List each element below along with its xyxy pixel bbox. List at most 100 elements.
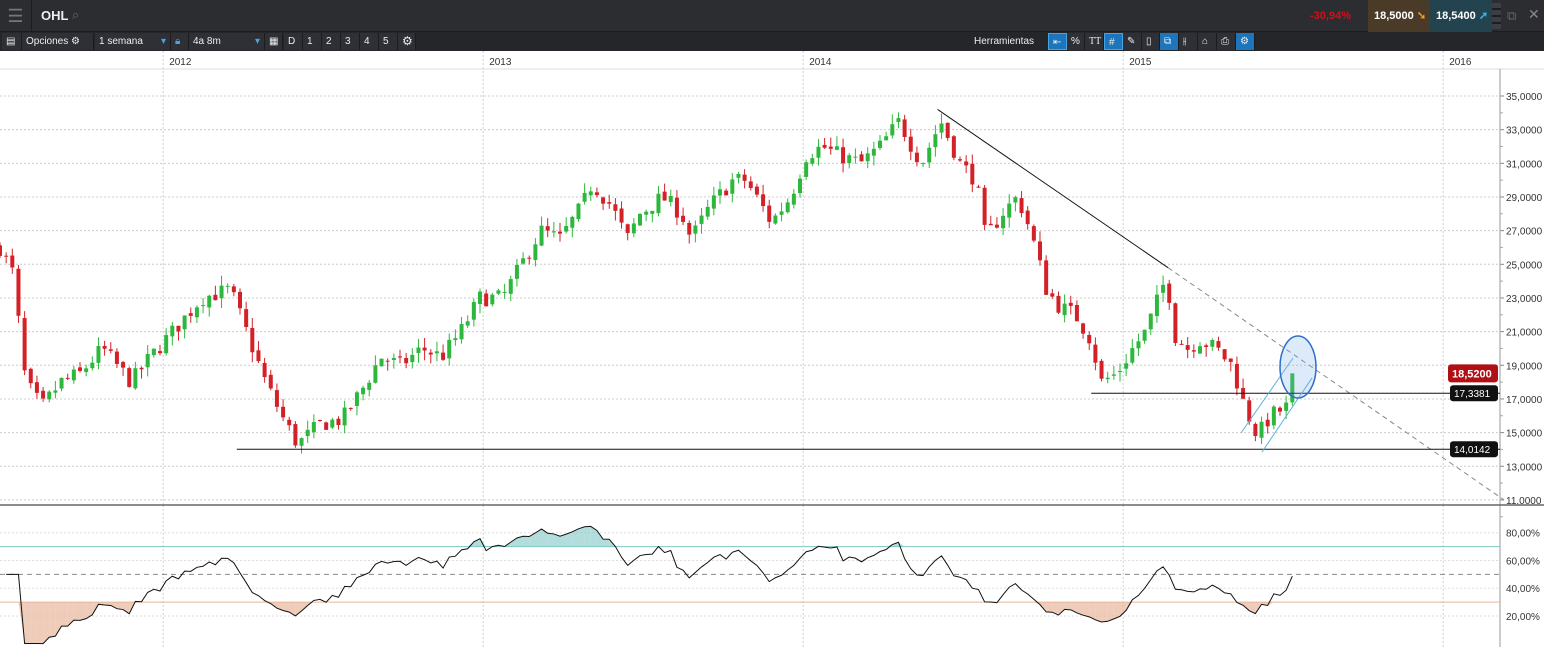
candle-body xyxy=(188,313,193,316)
rsi-overbought-fill xyxy=(473,538,480,547)
rsi-line xyxy=(6,525,1293,645)
candle-body xyxy=(336,418,341,426)
list-icon[interactable]: ▤ xyxy=(2,33,22,50)
price-chart[interactable]: 2012 2013 2014 2015 2016 35,0000 33,0000 31,000… xyxy=(0,51,1544,647)
candle-body xyxy=(459,324,464,340)
lock-icon[interactable]: 🔒︎ xyxy=(171,33,189,50)
candle-body xyxy=(484,293,489,307)
rsi-overbought-fill xyxy=(516,536,524,547)
preset-d[interactable]: D xyxy=(284,33,303,50)
candle-body xyxy=(404,357,409,364)
candle-body xyxy=(59,377,64,389)
candle-body xyxy=(1044,260,1049,295)
rsi-overbought-fill xyxy=(529,532,536,547)
candle-body xyxy=(822,144,827,148)
rsi-oversold-fill xyxy=(1249,602,1256,614)
rsi-oversold-fill xyxy=(1107,602,1114,622)
close-icon[interactable]: ✕ xyxy=(1528,6,1540,22)
interval-select[interactable]: 1 semana ▾ xyxy=(95,33,171,50)
candle-body xyxy=(453,338,458,341)
candle-body xyxy=(601,197,606,204)
price-label: 25,0000 xyxy=(1506,260,1543,271)
grid-icon[interactable]: # xyxy=(1104,33,1123,50)
text-tool-button[interactable]: TT xyxy=(1085,33,1104,50)
indicators-icon[interactable]: ⫲ xyxy=(1179,33,1198,50)
tool-settings-icon[interactable]: ⚙ xyxy=(1236,33,1255,50)
candle-body xyxy=(1050,293,1055,297)
candle-body xyxy=(791,193,796,205)
overlay-icon[interactable]: ⧉ xyxy=(1160,33,1179,50)
candle-body xyxy=(502,291,507,293)
preset-5[interactable]: 5 xyxy=(379,33,398,50)
candle-body xyxy=(533,244,538,260)
buy-price-button[interactable]: 18,5400 ➚ xyxy=(1430,0,1492,32)
candle-body xyxy=(164,335,169,354)
candle-body xyxy=(434,351,439,354)
candle-body xyxy=(773,215,778,224)
price-label: 35,0000 xyxy=(1506,92,1543,103)
candle-body xyxy=(970,163,975,185)
candle-body xyxy=(1093,344,1098,363)
trendline-extension xyxy=(1167,267,1505,501)
candle-body xyxy=(1118,371,1122,373)
draw-icon[interactable]: ✎ xyxy=(1123,33,1142,50)
candle-body xyxy=(428,352,433,355)
back-icon[interactable]: ⇤ xyxy=(1048,33,1067,50)
print-icon[interactable]: ⎙ xyxy=(1217,33,1236,50)
sell-price-button[interactable]: 18,5000 ➘ xyxy=(1368,0,1430,32)
candle-body xyxy=(527,257,532,259)
rsi-oversold-fill xyxy=(73,602,80,621)
price-label: 29,0000 xyxy=(1506,193,1543,204)
candle-body xyxy=(742,174,747,181)
candle-body xyxy=(964,161,969,166)
rsi-label: 80,00% xyxy=(1506,529,1540,540)
range-select[interactable]: 4a 8m ▾ xyxy=(189,33,265,50)
candle-icon[interactable]: ▯ xyxy=(1142,33,1160,50)
rsi-overbought-fill xyxy=(590,526,597,547)
candle-body xyxy=(238,291,242,309)
rsi-oversold-fill xyxy=(295,602,302,616)
percent-button[interactable]: % xyxy=(1067,33,1085,50)
menu-icon[interactable]: ☰ xyxy=(0,0,32,32)
rsi-oversold-fill xyxy=(55,602,62,637)
rsi-overbought-fill xyxy=(510,537,517,547)
candle-body xyxy=(1222,349,1227,360)
settings-icon[interactable]: ⚙ xyxy=(398,33,416,50)
preset-2[interactable]: 2 xyxy=(322,33,341,50)
options-button[interactable]: Opciones ⚙ xyxy=(22,33,94,50)
restore-icon[interactable]: ⧉ xyxy=(1507,8,1517,23)
drag-handle[interactable] xyxy=(1492,3,1501,29)
candle-body xyxy=(718,189,722,196)
rsi-oversold-fill xyxy=(110,602,117,609)
candle-body xyxy=(4,255,9,257)
candle-body xyxy=(84,368,89,373)
candle-body xyxy=(342,407,347,426)
candle-body xyxy=(576,203,581,220)
candle-body xyxy=(1013,197,1018,203)
candle-body xyxy=(884,136,889,141)
candle-body xyxy=(779,211,784,215)
candle-body xyxy=(564,225,569,232)
preset-4[interactable]: 4 xyxy=(360,33,379,50)
candle-body xyxy=(1278,407,1282,412)
price-label: 11,0000 xyxy=(1506,496,1542,507)
candle-body xyxy=(354,392,359,407)
channel-line xyxy=(1240,357,1294,434)
year-label: 2013 xyxy=(489,57,512,68)
rsi-label: 40,00% xyxy=(1506,584,1540,595)
tag-icon[interactable]: ⌂ xyxy=(1198,33,1217,50)
price-label: 21,0000 xyxy=(1506,328,1543,339)
preset-1[interactable]: 1 xyxy=(303,33,322,50)
candle-body xyxy=(41,390,46,399)
preset-3[interactable]: 3 xyxy=(341,33,360,50)
search-icon[interactable]: ⌕ xyxy=(72,7,80,22)
price-label: 15,0000 xyxy=(1506,429,1543,440)
candle-body xyxy=(958,159,962,161)
candle-body xyxy=(299,438,304,446)
candle-body xyxy=(841,147,846,164)
calendar-icon[interactable]: ▦ xyxy=(265,33,283,50)
candle-body xyxy=(1265,419,1270,427)
candle-body xyxy=(699,215,704,224)
rsi-oversold-fill xyxy=(80,602,87,621)
candle-body xyxy=(1111,374,1116,376)
